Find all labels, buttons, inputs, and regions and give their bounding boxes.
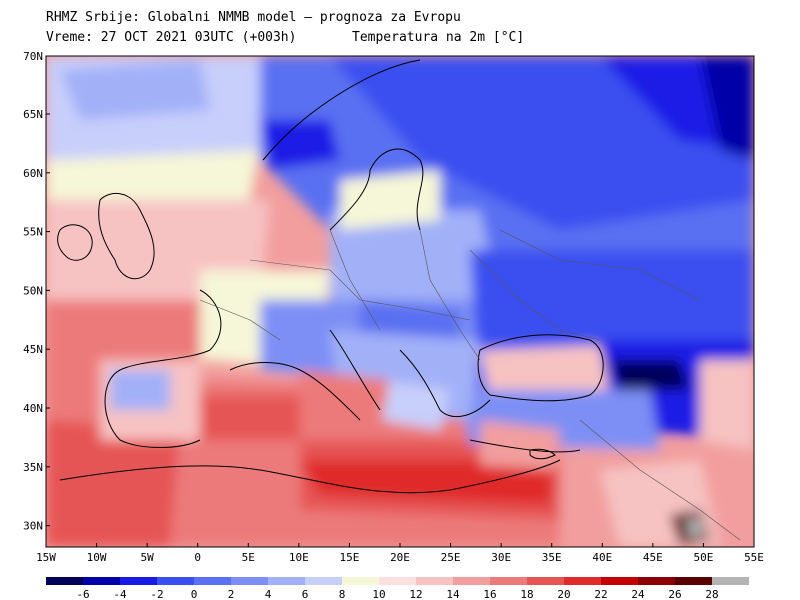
legend-swatch: [157, 577, 194, 585]
legend-swatch: [83, 577, 120, 585]
legend-tick-label: 6: [302, 588, 309, 599]
legend-swatch: [194, 577, 231, 585]
lon-label: 15E: [339, 551, 359, 564]
lat-label: 65N: [23, 108, 43, 121]
lon-label: 10E: [289, 551, 309, 564]
lat-label: 30N: [23, 520, 43, 533]
legend-swatch: [305, 577, 342, 585]
lat-label: 55N: [23, 226, 43, 239]
legend-swatch: [231, 577, 268, 585]
longitude-axis: 15W 10W 5W 0 5E 10E 15E 20E 25E 30E 35E 40E 45E 50E 55…: [36, 543, 764, 564]
lon-label: 10W: [87, 551, 107, 564]
legend-tick-label: 26: [668, 588, 681, 599]
lat-label: 70N: [23, 50, 43, 63]
legend-tick-label: 24: [631, 588, 645, 599]
legend-swatch: [268, 577, 305, 585]
legend-swatch: [564, 577, 601, 585]
legend-swatch: [675, 577, 712, 585]
lat-label: 60N: [23, 167, 43, 180]
lon-label: 5E: [242, 551, 255, 564]
lat-label: 50N: [23, 284, 43, 297]
legend-tick-label: 16: [483, 588, 496, 599]
lon-label: 30E: [491, 551, 511, 564]
legend-tick-label: -4: [113, 588, 127, 599]
legend-swatch: [46, 577, 83, 585]
lon-label: 20E: [390, 551, 410, 564]
lon-label: 5W: [141, 551, 155, 564]
country-borders: [199, 229, 741, 541]
legend-tick-label: 22: [594, 588, 607, 599]
legend-swatch: [638, 577, 675, 585]
legend-swatch: [712, 577, 749, 585]
lon-label: 15W: [36, 551, 56, 564]
legend-tick-label: 18: [520, 588, 533, 599]
lon-label: 25E: [441, 551, 461, 564]
legend-swatch: [379, 577, 416, 585]
legend-tick-label: 28: [705, 588, 718, 599]
temperature-field: [46, 56, 754, 547]
legend-tick-label: 0: [191, 588, 198, 599]
legend-swatch: [416, 577, 453, 585]
lon-label: 0: [194, 551, 201, 564]
legend-swatch: [120, 577, 157, 585]
legend-tick-label: 2: [228, 588, 235, 599]
legend-swatch: [342, 577, 379, 585]
legend-tick-label: 8: [339, 588, 346, 599]
legend-swatch: [601, 577, 638, 585]
legend-tick-label: 14: [446, 588, 460, 599]
color-legend: -6 -4 -2 0 2 4 6 8 10 12 14 16 18 20 22 24 26 28: [46, 577, 749, 599]
legend-swatch: [527, 577, 564, 585]
legend-swatch: [453, 577, 490, 585]
lat-label: 35N: [23, 461, 43, 474]
header-title: RHMZ Srbije: Globalni NMMB model — progn…: [46, 10, 461, 25]
header-variable: Temperatura na 2m [°C]: [352, 30, 525, 45]
latitude-axis: 70N 65N 60N 55N 50N 45N 40N 35N 30N: [23, 50, 50, 533]
lat-label: 40N: [23, 402, 43, 415]
legend-tick-label: -2: [150, 588, 163, 599]
legend-swatch: [490, 577, 527, 585]
lon-label: 40E: [592, 551, 612, 564]
header-forecast-time: Vreme: 27 OCT 2021 03UTC (+003h): [46, 30, 297, 45]
legend-tick-label: 20: [557, 588, 570, 599]
legend-tick-label: 4: [265, 588, 272, 599]
coastlines: [57, 59, 604, 494]
lat-label: 45N: [23, 343, 43, 356]
lon-label: 35E: [542, 551, 562, 564]
lon-label: 45E: [643, 551, 663, 564]
legend-tick-label: 10: [372, 588, 385, 599]
legend-tick-label: 12: [409, 588, 422, 599]
legend-tick-label: -6: [76, 588, 89, 599]
lon-label: 50E: [693, 551, 713, 564]
lon-label: 55E: [744, 551, 764, 564]
